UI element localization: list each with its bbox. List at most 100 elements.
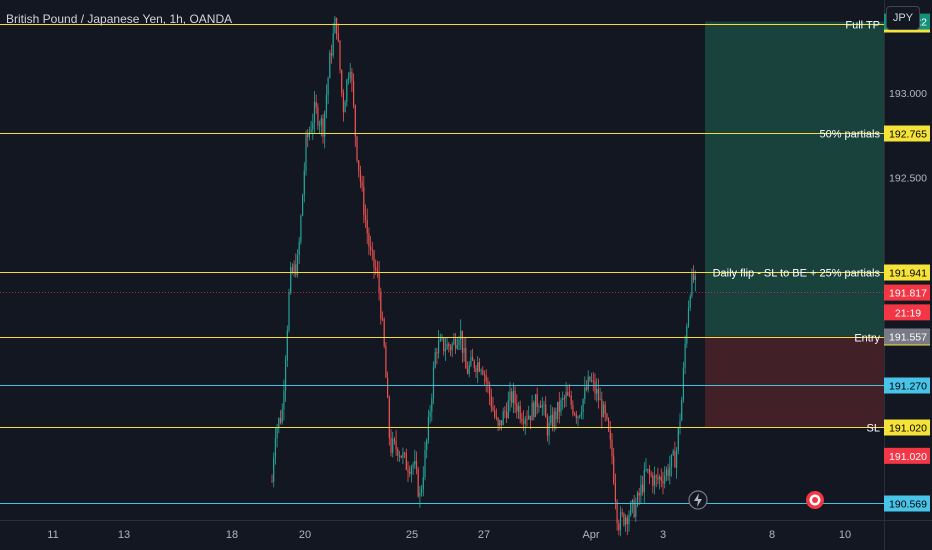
candle-body — [477, 362, 479, 372]
candle-body — [672, 450, 674, 455]
candle-body — [322, 118, 324, 137]
candle-body — [557, 401, 559, 419]
currency-button[interactable]: JPY — [886, 6, 920, 30]
candle-body — [456, 344, 458, 349]
candle-body — [368, 233, 370, 247]
candle-body — [647, 469, 649, 471]
candle-body — [592, 380, 594, 382]
level-label: Entry — [854, 333, 880, 345]
candle-body — [511, 391, 513, 403]
candle-body — [523, 421, 525, 424]
level-support[interactable]: 191.270 — [0, 377, 930, 394]
candle-body — [563, 398, 565, 400]
candle-body — [681, 399, 683, 421]
candle-body — [538, 406, 540, 408]
level-daily-flip[interactable]: Daily flip - SL to BE + 25% partials 191.… — [0, 264, 930, 281]
candle-body — [619, 512, 622, 531]
candle-body — [436, 352, 438, 354]
level-label: SL — [867, 423, 880, 435]
candle-body — [349, 71, 351, 78]
candle-body — [291, 267, 293, 273]
candle-body — [648, 469, 650, 474]
candle-body — [616, 501, 618, 524]
candle-body — [628, 515, 630, 524]
candle-body — [483, 374, 486, 376]
entry-price-tag-text: 191.557 — [889, 331, 927, 343]
profit-zone[interactable] — [705, 21, 884, 337]
candle-body — [487, 381, 489, 385]
chart-title: British Pound / Japanese Yen, 1h, OANDA — [6, 12, 233, 26]
candle-body — [599, 399, 601, 401]
date-tick: 11 — [47, 529, 58, 541]
candle-body — [553, 411, 555, 428]
candle-body — [684, 343, 686, 368]
level-price-tag — [884, 419, 930, 436]
candle-body — [353, 80, 355, 106]
candle-body — [657, 477, 659, 480]
candle-body — [376, 270, 378, 272]
level-price-tag — [884, 377, 930, 394]
candle-body — [354, 105, 356, 137]
candle-body — [565, 391, 567, 399]
level-price-tag — [884, 264, 930, 281]
candle-body — [689, 296, 691, 308]
candle-body — [490, 395, 492, 408]
candle-body — [638, 492, 640, 496]
candles — [271, 15, 696, 537]
candle-body — [455, 338, 457, 349]
date-tick: 27 — [478, 529, 490, 541]
candle-body — [485, 375, 487, 382]
candle-body — [642, 484, 644, 493]
candle-body — [387, 377, 389, 398]
candle-body — [308, 131, 310, 138]
candle-body — [431, 398, 433, 412]
candle-body — [415, 460, 418, 470]
level-label: Daily flip - SL to BE + 25% partials — [713, 268, 881, 280]
date-tick: Apr — [582, 529, 599, 541]
last-price-tag-bg — [884, 284, 930, 301]
candle-body — [570, 395, 572, 405]
candle-body — [500, 420, 503, 426]
candle-body — [601, 399, 603, 417]
candle-body — [432, 367, 435, 399]
candle-body — [636, 492, 639, 506]
candle-body — [427, 416, 429, 440]
candle-body — [693, 273, 695, 280]
candle-body — [548, 422, 550, 436]
candle-body — [460, 330, 462, 340]
candle-body — [385, 345, 387, 378]
candle-body — [409, 471, 411, 474]
candle-body — [434, 352, 436, 368]
level-low-support[interactable]: 190.569 — [0, 495, 930, 512]
loss-zone[interactable] — [705, 336, 884, 428]
economic-event-icon[interactable] — [806, 491, 824, 509]
candle-body — [373, 250, 375, 268]
candle-body — [492, 407, 494, 411]
candle-body — [529, 415, 531, 421]
candle-body — [451, 344, 453, 350]
stop-tag-text: 191.020 — [889, 451, 927, 463]
lightning-icon[interactable] — [688, 490, 708, 510]
candle-body — [347, 77, 350, 80]
candle-body — [630, 503, 632, 516]
candle-body — [596, 388, 598, 394]
candle-body — [517, 405, 520, 412]
candle-body — [512, 390, 514, 403]
candle-body — [290, 267, 292, 292]
candle-body — [361, 181, 363, 187]
candle-body — [568, 395, 571, 397]
candle-body — [358, 160, 360, 171]
level-50-partials[interactable]: 50% partials 192.765 — [0, 125, 930, 142]
level-sl[interactable]: SL 191.020 — [0, 419, 930, 436]
candle-body — [303, 170, 305, 195]
candle-body — [626, 517, 628, 524]
candle-body — [662, 480, 664, 484]
level-price-text: 192.765 — [889, 129, 927, 141]
level-label: Full TP — [845, 20, 880, 32]
candle-body — [541, 405, 543, 408]
candle-body — [521, 418, 523, 422]
candle-body — [507, 400, 509, 418]
candle-body — [551, 415, 554, 428]
candle-body — [602, 404, 605, 417]
